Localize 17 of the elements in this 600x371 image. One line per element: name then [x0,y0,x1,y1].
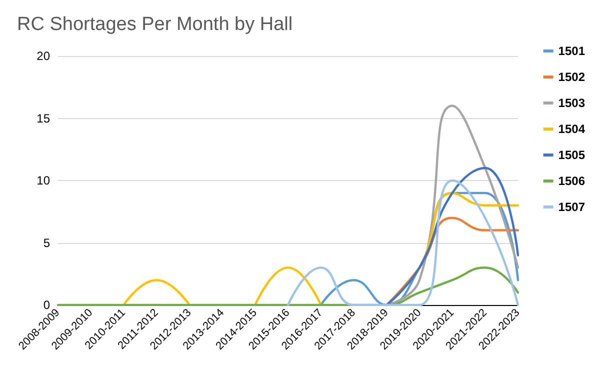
y-tick-label: 0 [43,298,50,312]
chart-title: RC Shortages Per Month by Hall [17,14,293,35]
legend-label: 1501 [558,44,586,58]
legend-label: 1502 [558,70,586,84]
y-tick-label: 10 [36,174,50,188]
line-series [56,266,520,306]
legend-label: 1506 [558,174,586,188]
line-series [385,166,520,306]
y-tick-label: 5 [43,236,50,250]
legend-label: 1505 [558,148,586,162]
line-series [286,179,520,306]
y-tick-label: 20 [36,49,50,63]
legend-label: 1504 [558,122,586,136]
line-series [385,216,520,306]
legend-label: 1507 [558,200,586,214]
y-tick-label: 15 [36,111,50,126]
legend-label: 1503 [558,96,586,110]
